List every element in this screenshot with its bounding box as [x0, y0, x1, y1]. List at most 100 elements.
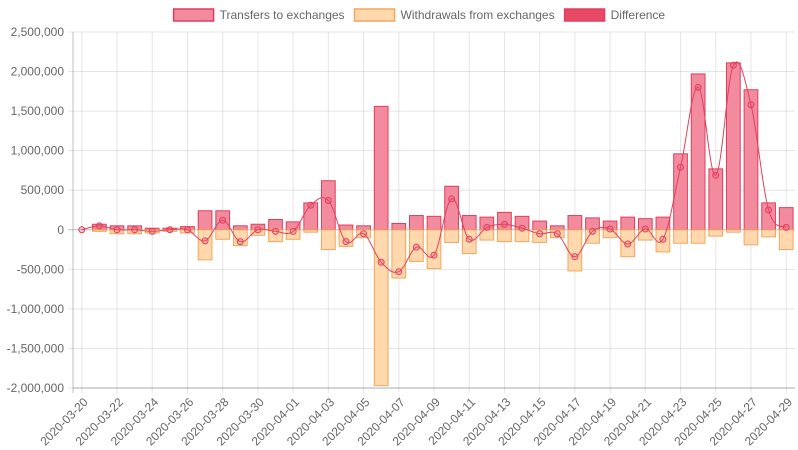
- bar-withdrawals: [461, 229, 477, 255]
- legend-swatch: [172, 8, 215, 22]
- legend-item[interactable]: Withdrawals from exchanges: [353, 8, 555, 22]
- difference-point: [483, 223, 491, 231]
- bar-withdrawals: [320, 229, 336, 251]
- legend-label: Difference: [611, 8, 666, 22]
- legend-swatch: [563, 8, 606, 22]
- difference-point: [183, 226, 191, 234]
- bar-withdrawals: [444, 229, 459, 243]
- bar-withdrawals: [514, 229, 530, 243]
- difference-point: [782, 223, 790, 231]
- legend-swatch: [353, 8, 396, 22]
- bar-transfers: [532, 220, 548, 231]
- bar-withdrawals: [708, 229, 724, 237]
- bars-layer: [92, 62, 794, 387]
- legend: Transfers to exchanges Withdrawals from e…: [172, 8, 666, 22]
- y-tick-label: -1,500,000: [7, 341, 65, 355]
- bar-withdrawals: [268, 229, 283, 243]
- y-tick-label: 1,500,000: [11, 104, 65, 118]
- difference-point: [201, 237, 209, 245]
- y-tick-label: 2,500,000: [11, 25, 65, 39]
- bar-withdrawals: [391, 229, 407, 279]
- legend-item[interactable]: Difference: [563, 8, 666, 22]
- bar-transfers: [409, 215, 424, 231]
- bar-transfers: [197, 210, 213, 231]
- difference-point: [448, 195, 456, 203]
- bar-transfers: [655, 216, 671, 231]
- bar-withdrawals: [743, 229, 759, 246]
- difference-point: [113, 226, 121, 234]
- difference-line: [81, 61, 787, 273]
- difference-point: [272, 227, 280, 235]
- bar-withdrawals: [92, 229, 107, 232]
- bar-withdrawals: [602, 229, 618, 239]
- legend-item[interactable]: Transfers to exchanges: [172, 8, 345, 22]
- y-tick-label: 500,000: [21, 183, 65, 197]
- y-tick-label: -1,000,000: [7, 302, 65, 316]
- y-tick-label: 2,000,000: [11, 65, 65, 79]
- difference-point: [236, 238, 244, 246]
- y-tick-label: 1,000,000: [11, 144, 65, 158]
- bar-transfers: [338, 224, 354, 231]
- bar-transfers: [232, 225, 248, 231]
- difference-point: [659, 235, 667, 243]
- difference-point: [395, 268, 403, 276]
- bar-withdrawals: [620, 229, 636, 258]
- bar-withdrawals: [303, 229, 319, 233]
- difference-point: [641, 225, 649, 233]
- bar-withdrawals: [673, 229, 688, 244]
- difference-point: [712, 171, 720, 179]
- y-tick-label: -500,000: [17, 262, 65, 276]
- bar-transfers: [356, 225, 371, 231]
- difference-point: [307, 201, 315, 209]
- difference-point: [465, 235, 473, 243]
- difference-point: [677, 163, 685, 171]
- bar-withdrawals: [497, 229, 512, 243]
- difference-point: [624, 240, 632, 248]
- bar-transfers: [373, 105, 389, 231]
- difference-point: [377, 258, 385, 266]
- difference-point: [254, 226, 262, 234]
- bar-withdrawals: [197, 229, 213, 261]
- legend-label: Transfers to exchanges: [220, 8, 345, 22]
- difference-point: [360, 230, 368, 238]
- bar-withdrawals: [215, 229, 231, 240]
- bar-withdrawals: [778, 229, 794, 251]
- difference-point: [694, 83, 702, 91]
- difference-point: [765, 206, 773, 214]
- bar-withdrawals: [373, 229, 389, 387]
- difference-point: [131, 226, 139, 234]
- difference-point: [95, 222, 103, 230]
- difference-point: [553, 230, 561, 238]
- bar-withdrawals: [690, 229, 706, 244]
- bar-transfers: [391, 222, 407, 231]
- difference-point: [729, 61, 737, 69]
- difference-point: [430, 251, 438, 259]
- line-layer: [78, 61, 790, 276]
- bar-transfers: [426, 215, 442, 231]
- bar-withdrawals: [567, 229, 583, 272]
- y-tick-label: -2,000,000: [7, 381, 65, 395]
- y-tick-label: 0: [57, 223, 64, 237]
- difference-point: [536, 230, 544, 238]
- bar-transfers: [743, 89, 759, 231]
- difference-point: [606, 225, 614, 233]
- difference-point: [747, 101, 755, 109]
- difference-point: [78, 226, 86, 234]
- difference-point: [518, 224, 526, 232]
- bar-withdrawals: [725, 229, 741, 233]
- difference-point: [219, 216, 227, 224]
- bar-withdrawals: [409, 229, 424, 262]
- bar-transfers: [461, 215, 477, 231]
- bar-transfers: [549, 225, 565, 231]
- bar-transfers: [567, 215, 583, 231]
- difference-point: [324, 197, 332, 205]
- difference-point: [166, 226, 174, 234]
- difference-point: [500, 220, 508, 228]
- bar-withdrawals: [585, 229, 600, 244]
- bar-withdrawals: [426, 229, 442, 270]
- difference-point: [412, 243, 420, 251]
- difference-point: [289, 227, 297, 235]
- bar-transfers: [320, 180, 336, 231]
- bar-withdrawals: [761, 229, 776, 238]
